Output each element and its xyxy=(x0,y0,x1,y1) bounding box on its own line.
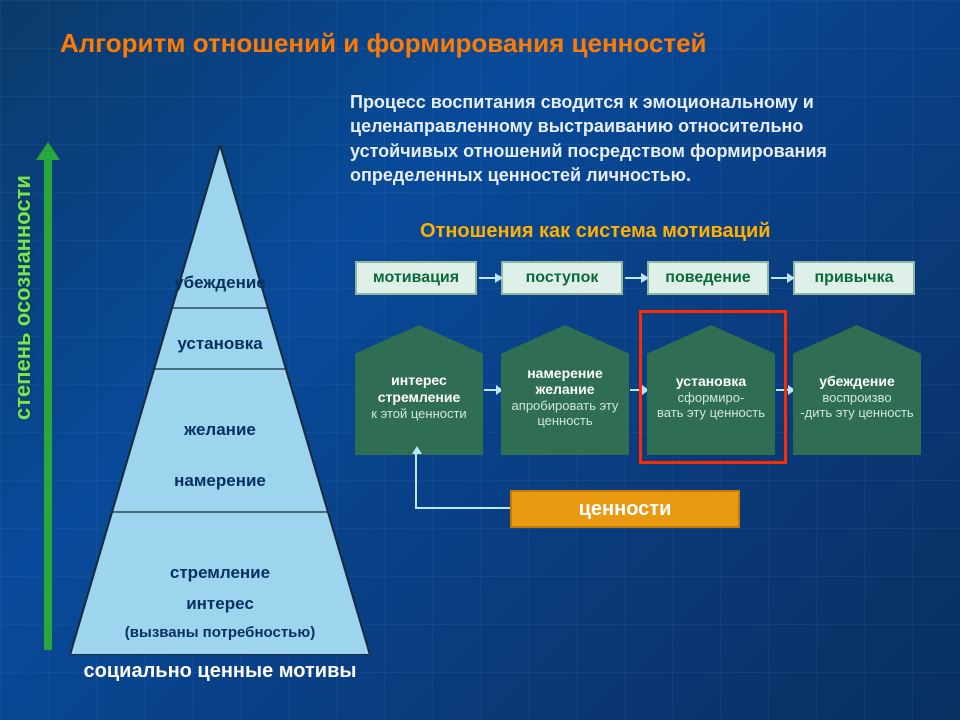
flow-top-item: поведение xyxy=(647,261,769,295)
pyramid-level: установка xyxy=(70,334,370,354)
penta-head: установка xyxy=(676,373,746,389)
pyramid-level: намерение xyxy=(70,471,370,491)
flow-top-item: привычка xyxy=(793,261,915,295)
pyramid-level: желание xyxy=(70,420,370,440)
slide-title: Алгоритм отношений и формирования ценнос… xyxy=(60,28,707,59)
axis-label: степень осознанности xyxy=(10,175,36,420)
elbow-connector xyxy=(415,454,510,509)
pyramid-labels: убеждение установка желание намерение ст… xyxy=(70,145,370,655)
pyramid: убеждение установка желание намерение ст… xyxy=(70,145,370,655)
pyramid-level: стремление xyxy=(70,563,370,583)
flow-bottom-item: убеждение воспроизво-дить эту ценность xyxy=(793,325,921,455)
pyramid-level: убеждение xyxy=(70,273,370,293)
flow-top-row: мотивация поступок поведение привычка xyxy=(355,258,945,298)
pyramid-level: (вызваны потребностью) xyxy=(70,624,370,641)
flow-top-item: поступок xyxy=(501,261,623,295)
penta-sub: к этой ценности xyxy=(371,407,466,422)
penta-sub: сформиро-вать эту ценность xyxy=(657,391,765,421)
flow-top-item: мотивация xyxy=(355,261,477,295)
flow-bottom-row: интересстремление к этой ценности намере… xyxy=(355,320,945,460)
pyramid-level: интерес xyxy=(70,594,370,614)
vertical-arrow xyxy=(44,160,52,650)
penta-head: убеждение xyxy=(819,373,894,389)
flow-bottom-item: намерениежелание апробировать эту ценнос… xyxy=(501,325,629,455)
intro-paragraph: Процесс воспитания сводится к эмоциональ… xyxy=(350,90,910,187)
flow-bottom-item: установка сформиро-вать эту ценность xyxy=(647,325,775,455)
values-box: ценности xyxy=(510,490,740,528)
sub-title: Отношения как система мотиваций xyxy=(420,220,771,243)
penta-sub: апробировать эту ценность xyxy=(507,399,623,429)
flow-bottom-item: интересстремление к этой ценности xyxy=(355,325,483,455)
pyramid-caption: социально ценные мотивы xyxy=(70,660,370,683)
penta-head: интересстремление xyxy=(378,372,461,404)
penta-head: намерениежелание xyxy=(527,365,603,397)
penta-sub: воспроизво-дить эту ценность xyxy=(800,391,913,421)
